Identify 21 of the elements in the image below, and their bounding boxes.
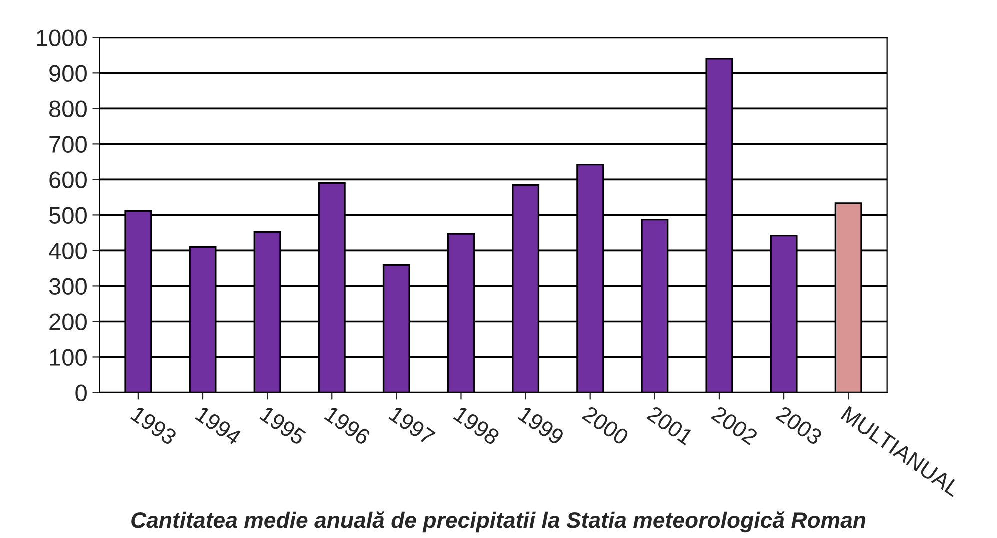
x-tick-label: 2000	[582, 406, 630, 446]
y-tick-label: 600	[50, 172, 87, 188]
y-tick-label: 500	[49, 207, 87, 224]
x-tick-label: 1997	[388, 406, 436, 446]
x-tick-label: 1996	[324, 406, 372, 446]
x-tick-label: 2003	[776, 406, 824, 446]
x-tick-label: 1995	[260, 406, 307, 446]
y-tick-label: 1000	[37, 30, 87, 46]
y-tick-label: 0	[76, 384, 87, 402]
y-tick-label: 400	[49, 242, 87, 260]
x-tick-label: 1993	[130, 406, 178, 446]
y-tick-label: 100	[50, 349, 87, 366]
y-tick-label: 800	[50, 100, 87, 118]
text: Cantitatea medie anuală de precipitatii la Statia meteorologică Roman	[132, 512, 866, 533]
x-tick-label: 1998	[453, 406, 501, 446]
x-tick-label: 1994	[195, 406, 243, 446]
y-tick-label: 300	[49, 278, 87, 296]
y-tick-label: 200	[50, 314, 87, 331]
x-tick-label: 1999	[518, 406, 566, 446]
y-tick-label: 900	[50, 65, 87, 82]
y-tick-label: 700	[50, 136, 87, 153]
